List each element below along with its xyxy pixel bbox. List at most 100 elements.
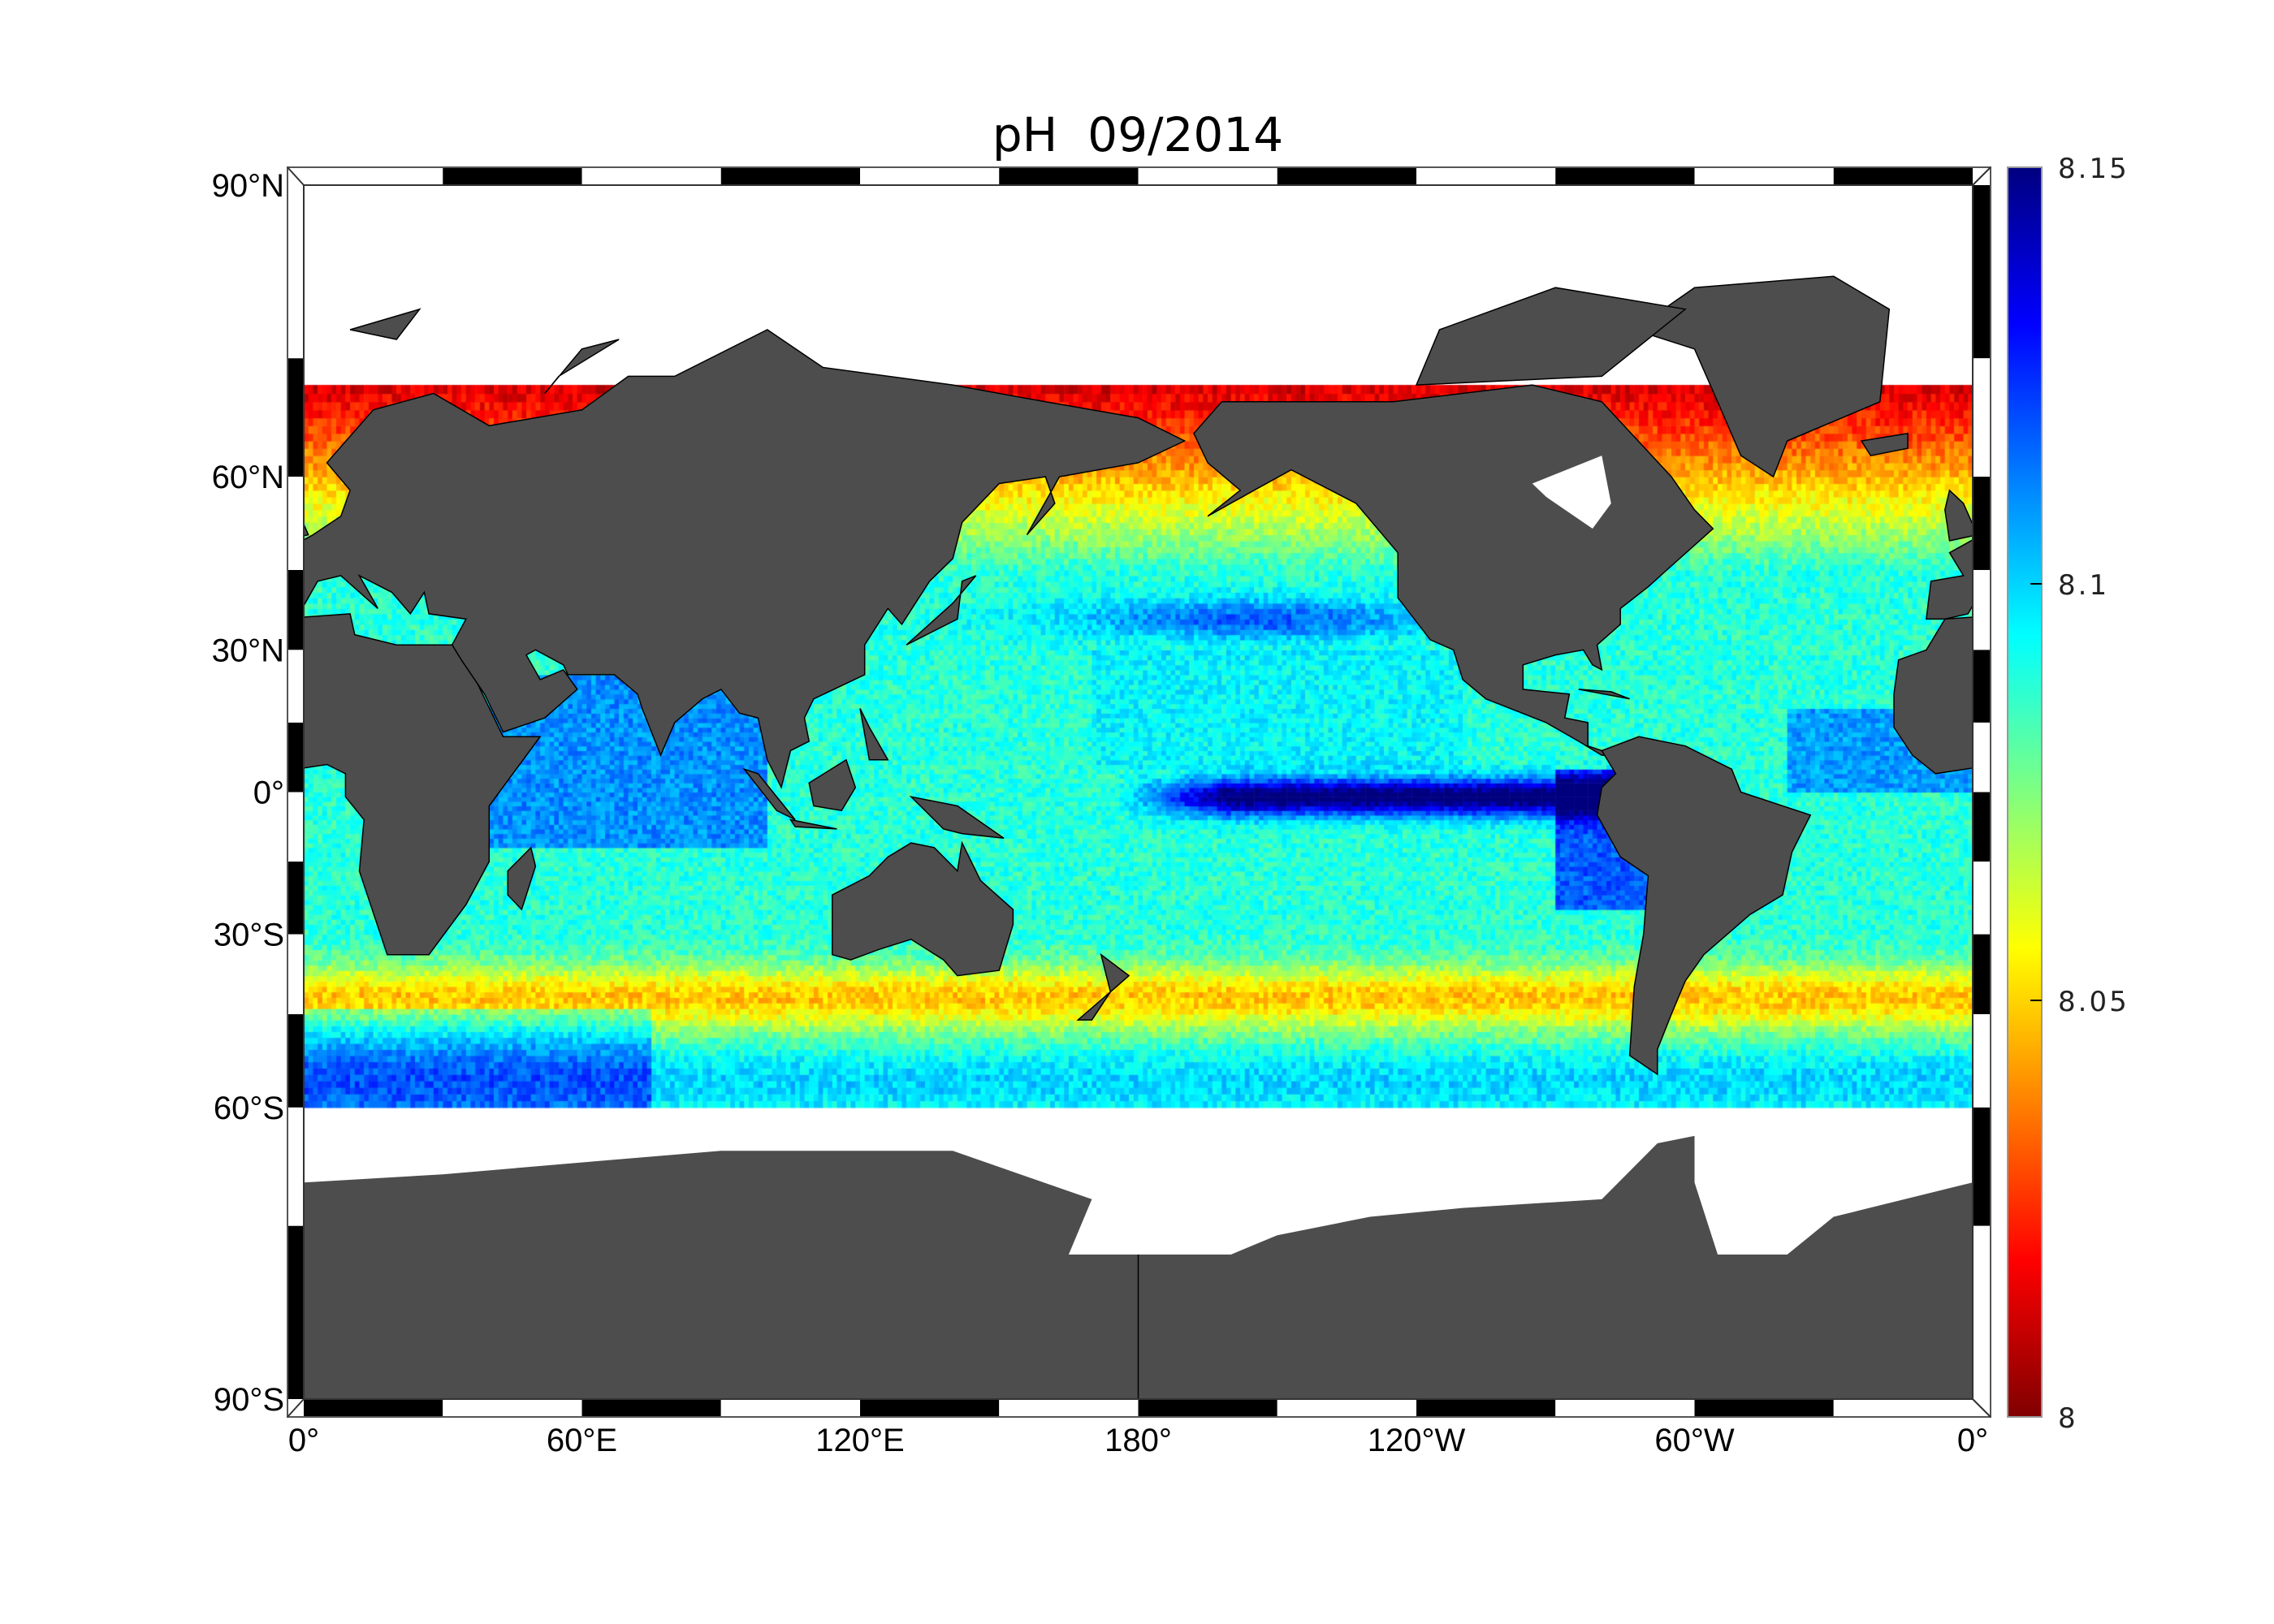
lat-label: 90°N — [212, 168, 284, 204]
frame-bottom-segment — [1138, 1399, 1278, 1417]
land-madagascar — [507, 846, 537, 911]
land-great-britain — [1944, 489, 1973, 542]
colorbar-label: 8.1 — [2058, 569, 2109, 602]
frame-right-segment — [1973, 650, 1991, 723]
frame-right-segment — [1973, 792, 1991, 862]
frame-left-segment — [287, 862, 304, 935]
lon-label: 60°W — [1654, 1423, 1734, 1458]
latitude-labels: 90°N 60°N 30°N 0° 30°S 60°S 90°S — [212, 168, 284, 1418]
frame-right-segment — [1973, 862, 1991, 935]
frame-top-segment — [860, 167, 1000, 185]
land-south-america — [0, 736, 141, 1074]
frame-left-segment — [287, 722, 304, 793]
land-iceland — [192, 434, 239, 456]
frame-bottom-segment — [1555, 1399, 1695, 1417]
frame-left-segment — [287, 569, 304, 650]
land-canadian-archipelago — [0, 287, 16, 385]
frame-left-segment — [287, 477, 304, 570]
hudson-bay — [1532, 456, 1611, 529]
land-madagascar — [2177, 848, 2204, 909]
land-japan — [906, 575, 977, 646]
colorbar: 8 8.05 8.1 8.15 — [2007, 153, 2129, 1435]
frame-bottom-segment — [443, 1399, 582, 1417]
lat-label: 60°S — [214, 1091, 284, 1126]
land-new-zealand — [1076, 952, 1131, 1021]
frame-left-segment — [287, 1107, 304, 1226]
frame-top-segment — [1833, 167, 1973, 185]
land-philippines — [859, 708, 889, 761]
frame-corner — [287, 166, 305, 186]
land-north-america — [0, 385, 44, 755]
land-novaya-zemlya — [2214, 339, 2274, 394]
chart-title: pH 09/2014 — [992, 107, 1283, 162]
frame-left-segment — [287, 1014, 304, 1108]
land-borneo — [808, 758, 857, 812]
lat-label: 90°S — [214, 1382, 284, 1418]
frame-right-segment — [1973, 934, 1991, 1015]
frame-top-segment — [581, 167, 721, 185]
land-eurasia — [304, 329, 1187, 789]
land-australia — [832, 840, 1014, 977]
frame-right-segment — [1973, 1014, 1991, 1108]
frame-right-segment — [1973, 722, 1991, 793]
land-canadian-archipelago — [1415, 287, 1687, 386]
frame-left-segment — [287, 1225, 304, 1399]
frame-bottom-segment — [999, 1399, 1139, 1417]
frame-corner — [287, 1398, 305, 1418]
frame-right-segment — [1973, 1107, 1991, 1226]
land-novaya-zemlya — [544, 339, 620, 394]
frame-corner — [1972, 166, 1991, 186]
frame-bottom-segment — [860, 1399, 1000, 1417]
frame-bottom-segment — [720, 1399, 860, 1417]
frame-corner — [1972, 1398, 1991, 1418]
lat-label: 30°N — [212, 633, 284, 668]
lat-label: 30°S — [214, 918, 284, 953]
frame-top-segment — [1277, 167, 1416, 185]
frame-top-segment — [1138, 167, 1278, 185]
frame-top-segment — [1555, 167, 1695, 185]
lat-label: 60°N — [212, 460, 284, 495]
land-iceland — [1860, 432, 1909, 456]
lon-label: 60°E — [547, 1423, 617, 1458]
frame-left-segment — [287, 358, 304, 477]
frame-top-segment — [1416, 167, 1556, 185]
map-frame — [287, 166, 1991, 1418]
frame-bottom-segment — [1277, 1399, 1416, 1417]
frame-bottom-segment — [304, 1399, 443, 1417]
frame-top-segment — [304, 167, 443, 185]
frame-bottom-segment — [1694, 1399, 1834, 1417]
frame-left-segment — [287, 792, 304, 862]
land-great-britain — [304, 522, 309, 537]
land-greenland — [1632, 275, 1891, 478]
lat-label: 0° — [253, 775, 284, 811]
land-java — [789, 818, 837, 830]
frame-right-segment — [1973, 358, 1991, 477]
lon-label: 120°W — [1368, 1423, 1466, 1458]
frame-bottom-segment — [1416, 1399, 1556, 1417]
frame-top-segment — [1694, 167, 1834, 185]
lon-label: 0° — [288, 1423, 319, 1458]
lon-label: 180° — [1105, 1423, 1172, 1458]
colorbar-label: 8.05 — [2058, 986, 2129, 1018]
longitude-labels: 0° 60°E 120°E 180° 120°W 60°W 0° — [288, 1423, 1988, 1458]
frame-left-segment — [287, 185, 304, 359]
land-greenland — [0, 276, 220, 477]
frame-left-segment — [287, 650, 304, 723]
frame-right-segment — [1973, 185, 1991, 359]
land-cuba — [1578, 689, 1630, 700]
land-africa — [304, 613, 542, 956]
land-north-america — [1193, 384, 1714, 756]
colorbar-label: 8.15 — [2058, 153, 2129, 185]
frame-inner-border — [303, 184, 1974, 1400]
frame-top-segment — [999, 167, 1139, 185]
colorbar-gradient — [2007, 166, 2043, 1418]
frame-bottom-segment — [581, 1399, 721, 1417]
frame-outer-border — [287, 166, 1991, 1418]
land-layer — [0, 275, 2274, 1399]
frame-right-segment — [1973, 1225, 1991, 1399]
land-eurasia — [1926, 539, 1973, 620]
land-africa — [1893, 616, 1973, 775]
frame-top-segment — [720, 167, 860, 185]
frame-bottom-segment — [1833, 1399, 1973, 1417]
